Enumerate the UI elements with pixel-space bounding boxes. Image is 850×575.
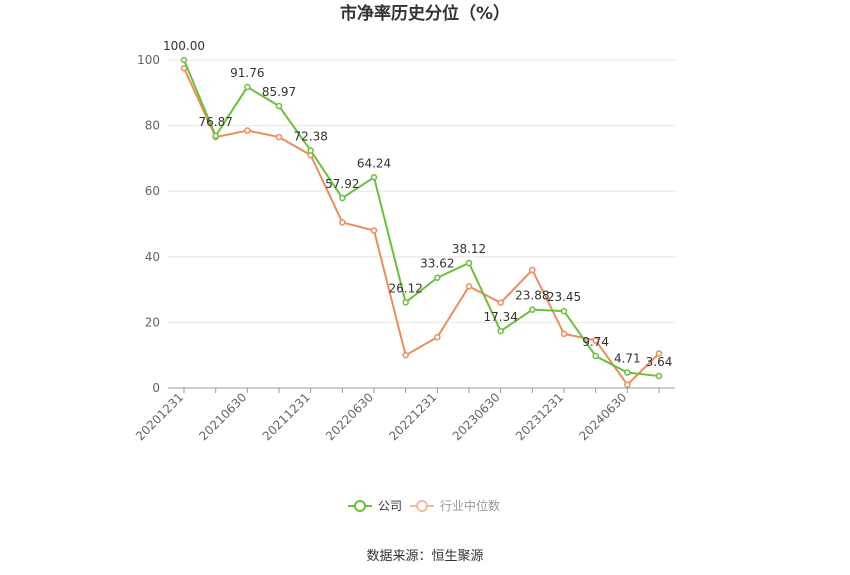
point-company [655, 372, 663, 380]
point-company [339, 194, 346, 202]
point-company [624, 369, 631, 376]
point-company [212, 132, 219, 140]
legend-item-company[interactable]: 公司 [348, 499, 402, 513]
point-industry [434, 333, 441, 341]
legend-item-industry[interactable]: 行业中位数 [410, 498, 500, 513]
series-layer [180, 56, 663, 388]
point-industry [339, 219, 346, 226]
data-label: 76.87 [198, 115, 232, 129]
point-industry [244, 127, 251, 134]
data-label: 85.97 [262, 85, 296, 99]
x-axis: 20201231 20210630 20211231 20220630 20221231… [133, 387, 675, 443]
y-tick-label: 80 [145, 119, 160, 133]
y-tick-label: 60 [145, 184, 160, 198]
data-label: 38.12 [452, 242, 486, 256]
point-industry [275, 133, 283, 141]
legend-marker [354, 500, 366, 512]
legend-label: 行业中位数 [440, 498, 500, 513]
point-company [529, 306, 536, 313]
series-line-industry [183, 67, 660, 387]
x-tick-label: 20220630 [323, 390, 376, 443]
data-label: 4.71 [614, 352, 641, 366]
point-company [465, 259, 473, 267]
data-label: 64.24 [357, 156, 391, 170]
point-company [560, 307, 568, 315]
data-label: 9.74 [582, 335, 609, 349]
x-tick-label: 20231231 [513, 390, 566, 443]
point-industry [560, 330, 568, 338]
x-tick-label: 20210630 [196, 390, 249, 443]
data-label: 33.62 [420, 257, 454, 271]
data-label: 23.45 [547, 290, 581, 304]
point-industry [402, 351, 409, 359]
y-tick-label: 0 [152, 381, 160, 395]
grid [168, 59, 675, 323]
point-industry [529, 266, 536, 274]
data-labels: 100.00 76.87 91.76 85.97 72.38 57.92 64.24 26.1… [163, 39, 672, 369]
point-company [402, 299, 409, 306]
data-label: 91.76 [230, 66, 264, 80]
point-industry [655, 350, 663, 357]
y-tick-label: 40 [145, 250, 160, 264]
point-company [434, 274, 441, 281]
point-company [180, 56, 188, 64]
x-tick-label: 20221231 [386, 390, 439, 443]
chart-title: 市净率历史分位（%） [340, 3, 510, 24]
point-company [244, 83, 251, 91]
point-company [275, 102, 283, 110]
x-tick-label: 20230630 [450, 390, 503, 443]
data-label: 26.12 [388, 281, 422, 295]
point-industry [370, 227, 378, 234]
legend[interactable]: 公司 行业中位数 [348, 498, 500, 513]
legend-marker [416, 500, 428, 512]
series-line-company [183, 59, 660, 378]
data-label: 57.92 [325, 177, 359, 191]
legend-label: 公司 [378, 499, 402, 513]
point-company [497, 327, 504, 335]
x-tick-label: 20201231 [133, 390, 186, 443]
x-tick-label: 20211231 [260, 390, 313, 443]
y-tick-label: 20 [145, 315, 160, 329]
data-label: 3.64 [646, 355, 673, 369]
y-axis: 0 20 40 60 80 100 [137, 53, 160, 395]
x-tick-label: 20240630 [576, 390, 629, 443]
data-label: 17.34 [483, 310, 517, 324]
point-company [370, 174, 378, 181]
data-label: 23.88 [515, 289, 549, 303]
point-industry [497, 299, 504, 306]
point-industry [624, 381, 631, 388]
data-label: 72.38 [293, 130, 327, 144]
y-tick-label: 100 [137, 53, 160, 67]
source-note: 数据来源：恒生聚源 [366, 549, 483, 564]
data-label: 100.00 [163, 39, 205, 53]
point-industry [465, 283, 473, 290]
point-company [307, 147, 314, 154]
point-industry [592, 337, 599, 344]
point-company [592, 352, 599, 360]
